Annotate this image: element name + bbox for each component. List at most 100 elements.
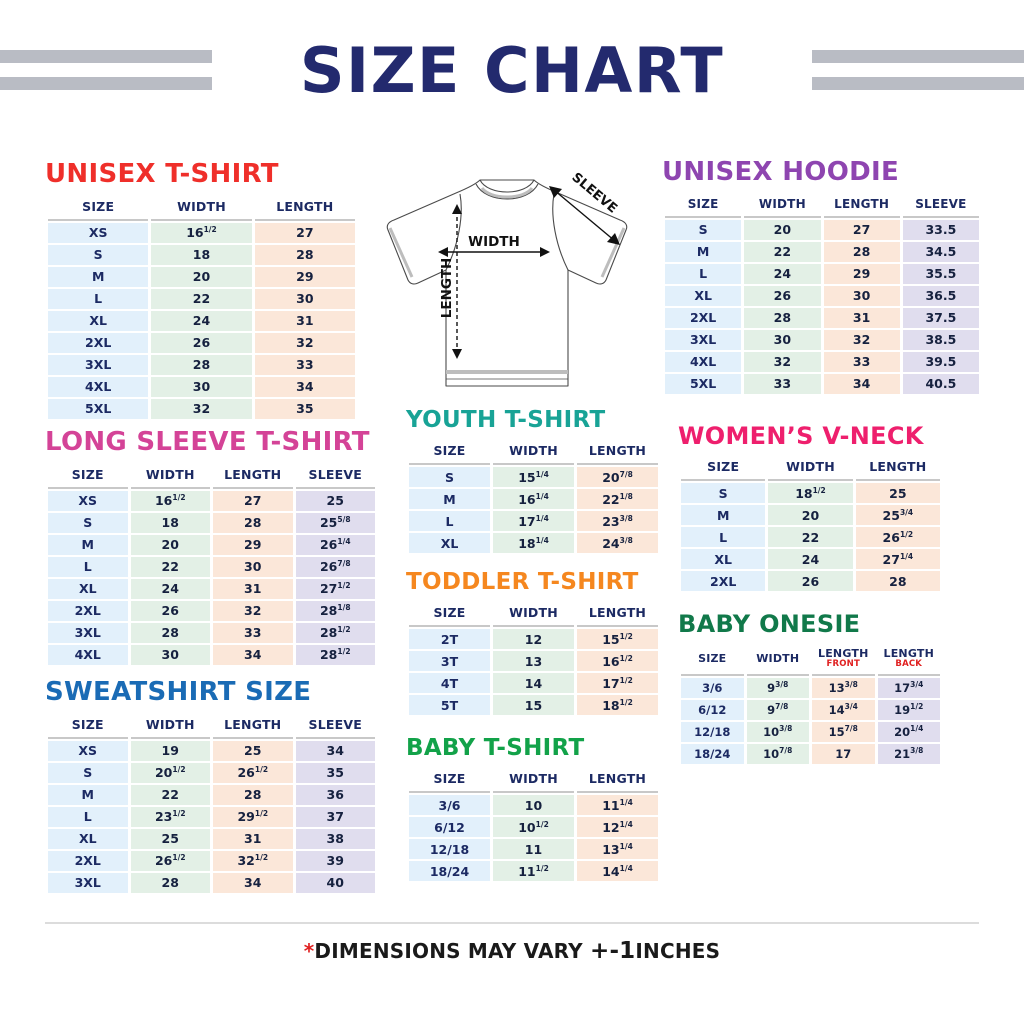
column-subheader: FRONT (826, 659, 860, 670)
table-cell: 171/4 (493, 511, 574, 532)
column-header: SIZE (409, 442, 490, 466)
table-cell: 6/12 (409, 817, 490, 838)
table-row: XS 161/2 27 25 (48, 490, 375, 511)
table-cell: 31 (823, 307, 900, 328)
table-cell: S (409, 467, 490, 488)
table-cell: 2XL (48, 850, 128, 871)
table-cell: 291/2 (213, 806, 293, 827)
table-row: 4XL 32 33 39.5 (665, 351, 979, 372)
table-cell: 121/4 (577, 817, 658, 838)
table-cell: XL (665, 285, 742, 306)
header-bar (0, 77, 212, 90)
diagram-label-length: LENGTH (439, 258, 455, 318)
table-cell: 141/4 (577, 861, 658, 882)
table-row: L 22 30 267/8 (48, 556, 375, 577)
table-cell: 25 (855, 483, 940, 504)
table-cell: 24 (768, 549, 853, 570)
table-cell: L (48, 556, 128, 577)
table-cell: XL (681, 549, 766, 570)
table-cell: M (681, 505, 766, 526)
footer-disclaimer: *DIMENSIONS MAY VARY +-1INCHES (0, 938, 1024, 964)
table-cell: 3XL (48, 354, 149, 375)
footer-text-after: INCHES (635, 939, 721, 963)
table-cell: 161/4 (493, 489, 574, 510)
table-cell: 34 (254, 376, 355, 397)
table-row: 5XL 33 34 40.5 (665, 373, 979, 394)
table-cell: 37 (295, 806, 375, 827)
table-row: 2XL 28 31 37.5 (665, 307, 979, 328)
table-cell: 30 (130, 644, 210, 665)
table-cell: 3XL (48, 872, 128, 893)
table-row: S 181/2 25 (681, 483, 940, 504)
table-cell: 14 (493, 673, 574, 694)
table-cell: 29 (823, 263, 900, 284)
table-cell: 30 (151, 376, 252, 397)
table-row: 3XL 30 32 38.5 (665, 329, 979, 350)
table-cell: 39.5 (902, 351, 979, 372)
table-row: M 22 28 36 (48, 784, 375, 805)
table-row: 3/6 10 111/4 (409, 795, 658, 816)
table-title: SWEATSHIRT SIZE (45, 677, 312, 707)
table-row: 2XL 26 28 (681, 571, 940, 592)
table-cell: L (681, 527, 766, 548)
table-row: XL 26 30 36.5 (665, 285, 979, 306)
table-cell: 37.5 (902, 307, 979, 328)
table-row: XL 181/4 243/8 (409, 533, 658, 554)
table-row: 3T 13 161/2 (409, 651, 658, 672)
table-block-womens-vneck: WOMEN’S V-NECK SIZE WIDTH LENGTH S 181/2 25 M 2… (678, 423, 943, 593)
table-cell: 26 (744, 285, 821, 306)
page-header: SIZE CHART (0, 32, 1024, 124)
table-cell: 22 (151, 288, 252, 309)
column-header: SIZE (48, 716, 128, 739)
table-cell: 26 (151, 332, 252, 353)
table-row: 4XL 30 34 (48, 376, 355, 397)
table-cell: 38 (295, 828, 375, 849)
table-cell: 34 (823, 373, 900, 394)
table-row: 3XL 28 33 (48, 354, 355, 375)
table-cell: 29 (213, 534, 293, 555)
column-header: WIDTH (493, 442, 574, 466)
table-cell: 253/4 (855, 505, 940, 526)
table-cell: S (48, 244, 149, 265)
table-cell: 25 (130, 828, 210, 849)
size-table: SIZE WIDTH LENGTH FRONT LENGTH BACK 3/6 93/8 133… (678, 644, 943, 766)
table-cell: 20 (768, 505, 853, 526)
table-block-unisex-hoodie: UNISEX HOODIE SIZE WIDTH LENGTH SLEEVE S 20 27… (662, 158, 982, 396)
header-bar (812, 50, 1024, 63)
table-cell: 34 (213, 644, 293, 665)
table-row: XL 24 31 (48, 310, 355, 331)
table-cell: S (681, 483, 766, 504)
table-cell: 29 (254, 266, 355, 287)
table-row: S 18 28 (48, 244, 355, 265)
table-cell: 181/4 (493, 533, 574, 554)
table-cell: 24 (744, 263, 821, 284)
table-cell: 33.5 (902, 219, 979, 240)
table-cell: 18 (130, 512, 210, 533)
table-cell: 12 (493, 629, 574, 650)
table-cell: 4XL (48, 644, 128, 665)
table-cell: 2T (409, 629, 490, 650)
table-cell: 39 (295, 850, 375, 871)
table-cell: 161/2 (130, 490, 210, 511)
column-header: WIDTH (493, 604, 574, 628)
table-row: 5XL 32 35 (48, 398, 355, 419)
table-cell: 34.5 (902, 241, 979, 262)
table-cell: 35 (295, 762, 375, 783)
table-cell: XL (48, 578, 128, 599)
table-cell: 191/2 (877, 700, 940, 721)
table-cell: 30 (823, 285, 900, 306)
table-cell: M (48, 534, 128, 555)
table-row: 2T 12 151/2 (409, 629, 658, 650)
table-cell: 27 (823, 219, 900, 240)
table-row: 2XL 26 32 (48, 332, 355, 353)
table-cell: 27 (254, 222, 355, 243)
table-cell: 40.5 (902, 373, 979, 394)
size-table: SIZE WIDTH LENGTH XS 161/2 27 S 18 28 M 20 29 L 22 30 X… (45, 196, 358, 421)
diagram-label-width: WIDTH (468, 234, 520, 250)
table-cell: 13 (493, 651, 574, 672)
column-header: WIDTH (493, 770, 574, 794)
footer-tolerance: +-1 (589, 938, 636, 964)
table-row: L 171/4 233/8 (409, 511, 658, 532)
table-cell: 18/24 (681, 744, 744, 765)
